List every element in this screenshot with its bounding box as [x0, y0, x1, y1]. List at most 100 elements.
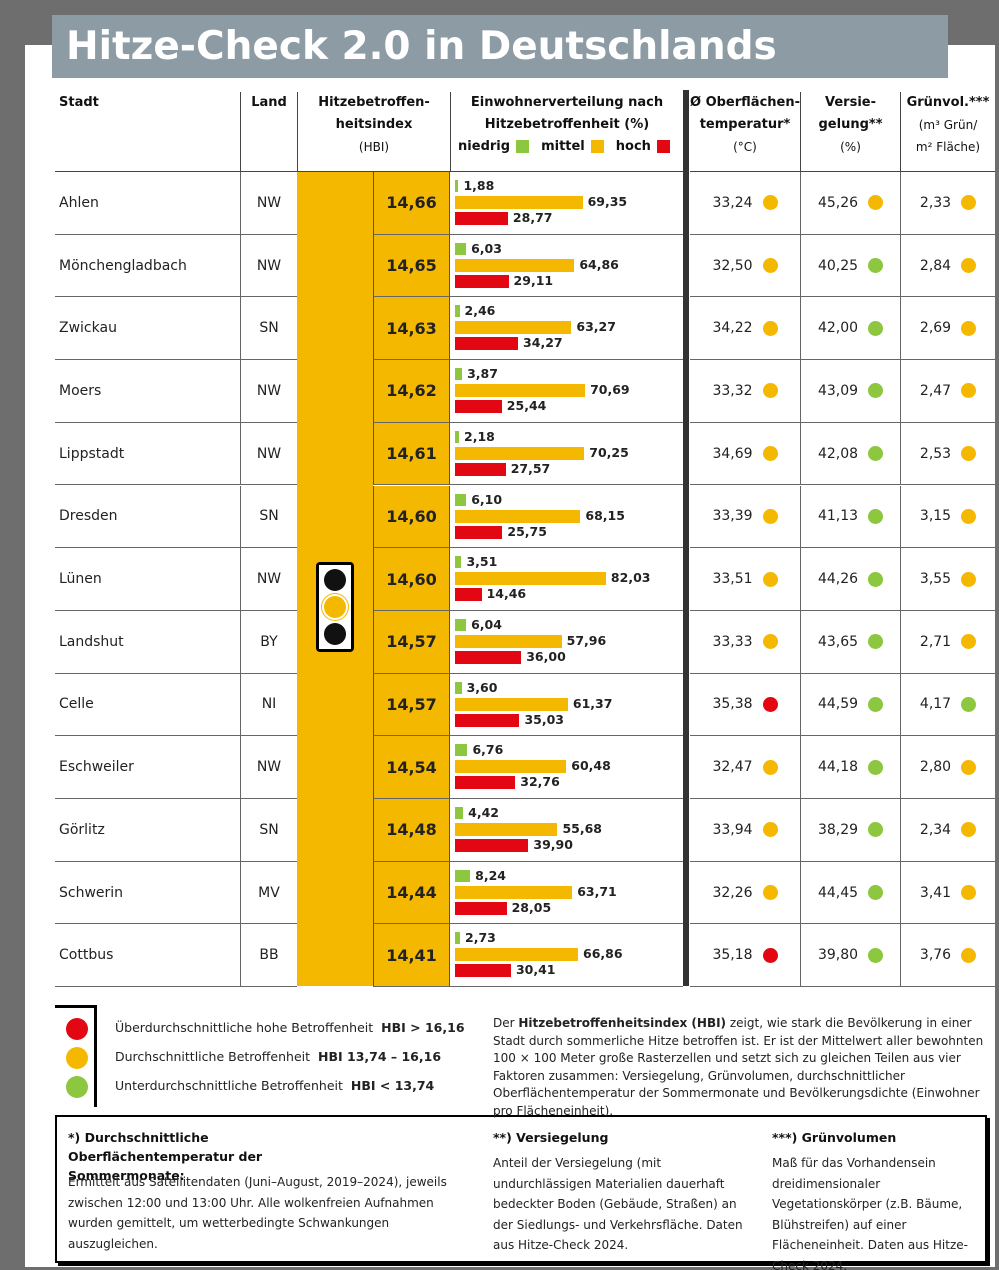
legend-text: Überdurchschnittliche hohe Betroffenheit [115, 1020, 374, 1035]
hbi-cell: 14,62 [373, 360, 450, 423]
temp-value: 35,18 [712, 947, 753, 964]
header-line: Stadt [59, 95, 99, 110]
land: NW [256, 194, 282, 211]
gruen-value: 3,41 [919, 884, 952, 901]
divider [683, 90, 689, 986]
gruen-cell: 2,53 [900, 422, 995, 486]
distribution-bar [455, 400, 502, 414]
distribution-label: 25,75 [507, 523, 547, 539]
distribution-label: 30,41 [515, 962, 556, 978]
distribution-cell [450, 674, 683, 737]
temp-cell: 33,24 [690, 172, 800, 235]
gruen-value: 2,84 [919, 257, 952, 274]
land-cell: NW [240, 360, 297, 423]
city-cell: Zwickau [55, 297, 240, 361]
distribution-label: 32,76 [520, 774, 560, 790]
distribution-cell [450, 611, 683, 674]
distribution-label: 1,88 [463, 178, 495, 193]
temp-value: 33,24 [712, 194, 753, 211]
hbi-value: 14,54 [386, 757, 437, 777]
distribution-label: 4,42 [468, 805, 499, 820]
distribution-label: 6,03 [471, 240, 502, 256]
header-line: (HBI) [358, 140, 390, 154]
legend-text: Unterdurchschnittliche Betroffenheit [115, 1078, 343, 1093]
distribution-bar [455, 430, 459, 443]
distribution-cell [450, 548, 683, 611]
distribution-bar [455, 681, 462, 694]
hbi-value: 14,63 [386, 318, 437, 338]
distribution-label: 3,87 [467, 366, 498, 382]
distribution-label: 29,11 [513, 272, 554, 288]
distribution-label: 28,05 [511, 899, 552, 915]
temp-dot [762, 885, 778, 901]
city-cell: Celle [55, 674, 240, 737]
land: MV [258, 884, 280, 901]
vers-cell: 42,08 [800, 422, 900, 486]
vers-cell: 41,13 [800, 485, 900, 549]
hbi-cell: 14,60 [373, 485, 450, 549]
gruen-cell: 3,76 [900, 924, 995, 988]
hbi-cell: 14,66 [373, 172, 450, 235]
distribution-bar [455, 760, 567, 774]
hbi-cell: 14,48 [373, 799, 450, 862]
vers-cell: 44,59 [800, 673, 900, 737]
hbi-value: 14,66 [386, 193, 437, 213]
bar-legend-swatch [590, 140, 604, 153]
distribution-bar [455, 618, 467, 631]
distribution-bar [455, 321, 572, 335]
gruen-cell: 2,47 [900, 360, 995, 423]
distribution-bar [455, 588, 482, 602]
hbi-cell: 14,44 [373, 861, 450, 925]
distribution-label: 63,71 [577, 883, 617, 899]
vers-dot [868, 195, 884, 211]
header-cell: Ø Oberflächen-temperatur* (°C) [690, 92, 800, 172]
gruen-cell: 3,15 [900, 485, 995, 549]
land-cell: NW [240, 234, 297, 298]
temp-dot [762, 446, 778, 462]
temp-dot [762, 571, 778, 587]
temp-cell: 32,26 [690, 862, 800, 925]
distribution-bar [455, 964, 511, 978]
legend-item: Unterdurchschnittliche Betroffenheit HBI… [115, 1078, 434, 1093]
vers-cell: 40,25 [800, 234, 900, 298]
gruen-dot [961, 696, 977, 712]
temp-cell: 34,69 [690, 423, 800, 486]
temp-value: 32,47 [712, 759, 753, 776]
distribution-label: 57,96 [566, 632, 607, 648]
distribution-bar [455, 634, 562, 648]
header-line: (%) [840, 140, 861, 154]
distribution-bar [455, 337, 519, 351]
gruen-value: 3,55 [919, 571, 952, 588]
distribution-bar [455, 180, 459, 192]
explanation-rest: zeigt, wie stark die Bevölkerung in eine… [493, 1016, 984, 1118]
vers-value: 38,29 [817, 821, 859, 838]
temp-cell: 33,94 [690, 799, 800, 862]
header-cell: Land [240, 92, 297, 172]
distribution-bar [455, 196, 583, 209]
legend-text: Durchschnittliche Betroffenheit [115, 1049, 311, 1064]
distribution-label: 61,37 [572, 695, 613, 711]
land: NW [256, 759, 282, 776]
hbi-value: 14,62 [386, 381, 437, 401]
land: BB [259, 947, 279, 964]
footnote-title: *) Durchschnittliche Oberflächentemperat… [68, 1130, 263, 1183]
city: Ahlen [59, 194, 99, 211]
vers-cell: 45,26 [800, 172, 900, 235]
distribution-label: 6,76 [472, 742, 504, 758]
gruen-value: 4,17 [919, 696, 952, 713]
bar-legend-label: hoch [615, 139, 651, 154]
gruen-value: 2,53 [919, 445, 952, 462]
distribution-bar [455, 839, 529, 852]
city-cell: Mönchengladbach [55, 235, 240, 298]
temp-cell: 35,18 [690, 924, 800, 988]
distribution-label: 39,90 [533, 837, 573, 852]
city-cell: Lünen [55, 548, 240, 611]
hbi-value: 14,61 [386, 444, 437, 464]
distribution-bar [455, 776, 516, 790]
city-cell: Dresden [55, 486, 240, 549]
vers-value: 41,13 [817, 508, 859, 525]
hbi-cell: 14,57 [373, 673, 450, 737]
distribution-bar [455, 305, 460, 318]
land-cell: SN [240, 297, 297, 361]
temp-value: 32,50 [712, 257, 753, 274]
